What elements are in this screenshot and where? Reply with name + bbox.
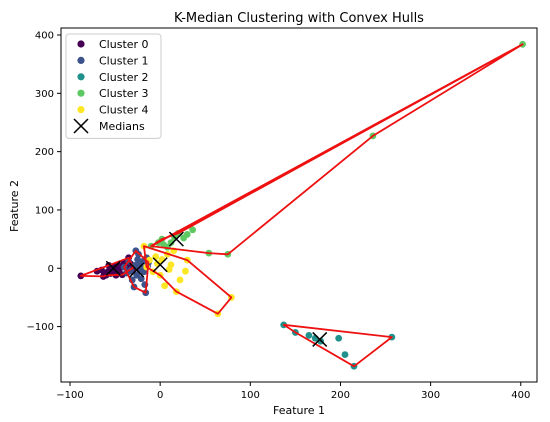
cluster-3-point <box>167 239 175 247</box>
median-marker <box>168 231 184 247</box>
cluster-4-point <box>161 282 169 290</box>
legend-marker <box>77 40 85 48</box>
cluster-4-point <box>167 261 175 269</box>
axes-frame <box>60 27 538 383</box>
median-marker <box>105 260 121 276</box>
cluster-4-point <box>176 276 184 284</box>
median-marker <box>312 331 328 347</box>
x-axis-label: Feature 1 <box>273 404 325 417</box>
convex-hull <box>142 245 233 315</box>
convex-hull <box>282 323 393 368</box>
y-tick-label: 0 <box>48 264 54 275</box>
median-marker <box>152 257 168 273</box>
legend-label: Cluster 1 <box>99 54 149 67</box>
legend-label: Cluster 4 <box>99 104 149 117</box>
cluster-2-point <box>335 334 343 342</box>
convex-hull <box>123 249 150 294</box>
y-tick-label: 400 <box>35 30 54 41</box>
legend-label: Cluster 2 <box>99 71 149 84</box>
legend-label: Cluster 3 <box>99 87 149 100</box>
cluster-3-point <box>183 231 191 238</box>
cluster-3-point <box>189 226 197 234</box>
y-tick-label: 300 <box>35 89 54 100</box>
legend-marker <box>77 73 85 81</box>
axis-ticks: −100 0 100 200 300 400 −100 0 100 200 300 400 <box>27 30 531 401</box>
legend-marker <box>77 89 85 97</box>
x-tick-label: 300 <box>421 390 440 401</box>
legend-box <box>65 33 162 139</box>
cluster-4-point <box>182 267 189 275</box>
legend-label: Medians <box>99 120 145 133</box>
plot-area: −100 0 100 200 300 400 −100 0 100 200 300 400 <box>27 27 538 401</box>
median-marker <box>129 262 145 278</box>
convex-hull <box>79 256 135 278</box>
x-tick-label: 100 <box>241 390 260 401</box>
legend-marker <box>77 106 85 114</box>
legend-label: Cluster 0 <box>99 38 149 51</box>
legend: Cluster 0 Cluster 1 Cluster 2 Cluster 3 Clus… <box>65 33 162 139</box>
convex-hulls <box>79 43 524 368</box>
legend-marker <box>73 118 89 134</box>
legend-marker <box>77 56 85 64</box>
cluster-4-point <box>158 256 166 263</box>
y-tick-label: 100 <box>35 205 54 216</box>
x-tick-label: 200 <box>331 390 350 401</box>
y-tick-label: 200 <box>35 147 54 158</box>
cluster-2-point <box>305 331 313 339</box>
medians-markers <box>105 231 328 347</box>
x-tick-label: 0 <box>157 390 163 401</box>
cluster-2-point <box>341 351 349 358</box>
x-tick-label: −100 <box>56 390 83 401</box>
chart-title: K-Median Clustering with Convex Hulls <box>174 11 424 26</box>
x-tick-label: 400 <box>511 390 530 401</box>
cluster-4-point <box>152 253 160 261</box>
y-tick-label: −100 <box>27 322 54 333</box>
convex-hull <box>150 43 524 256</box>
y-axis-label: Feature 2 <box>8 180 21 232</box>
